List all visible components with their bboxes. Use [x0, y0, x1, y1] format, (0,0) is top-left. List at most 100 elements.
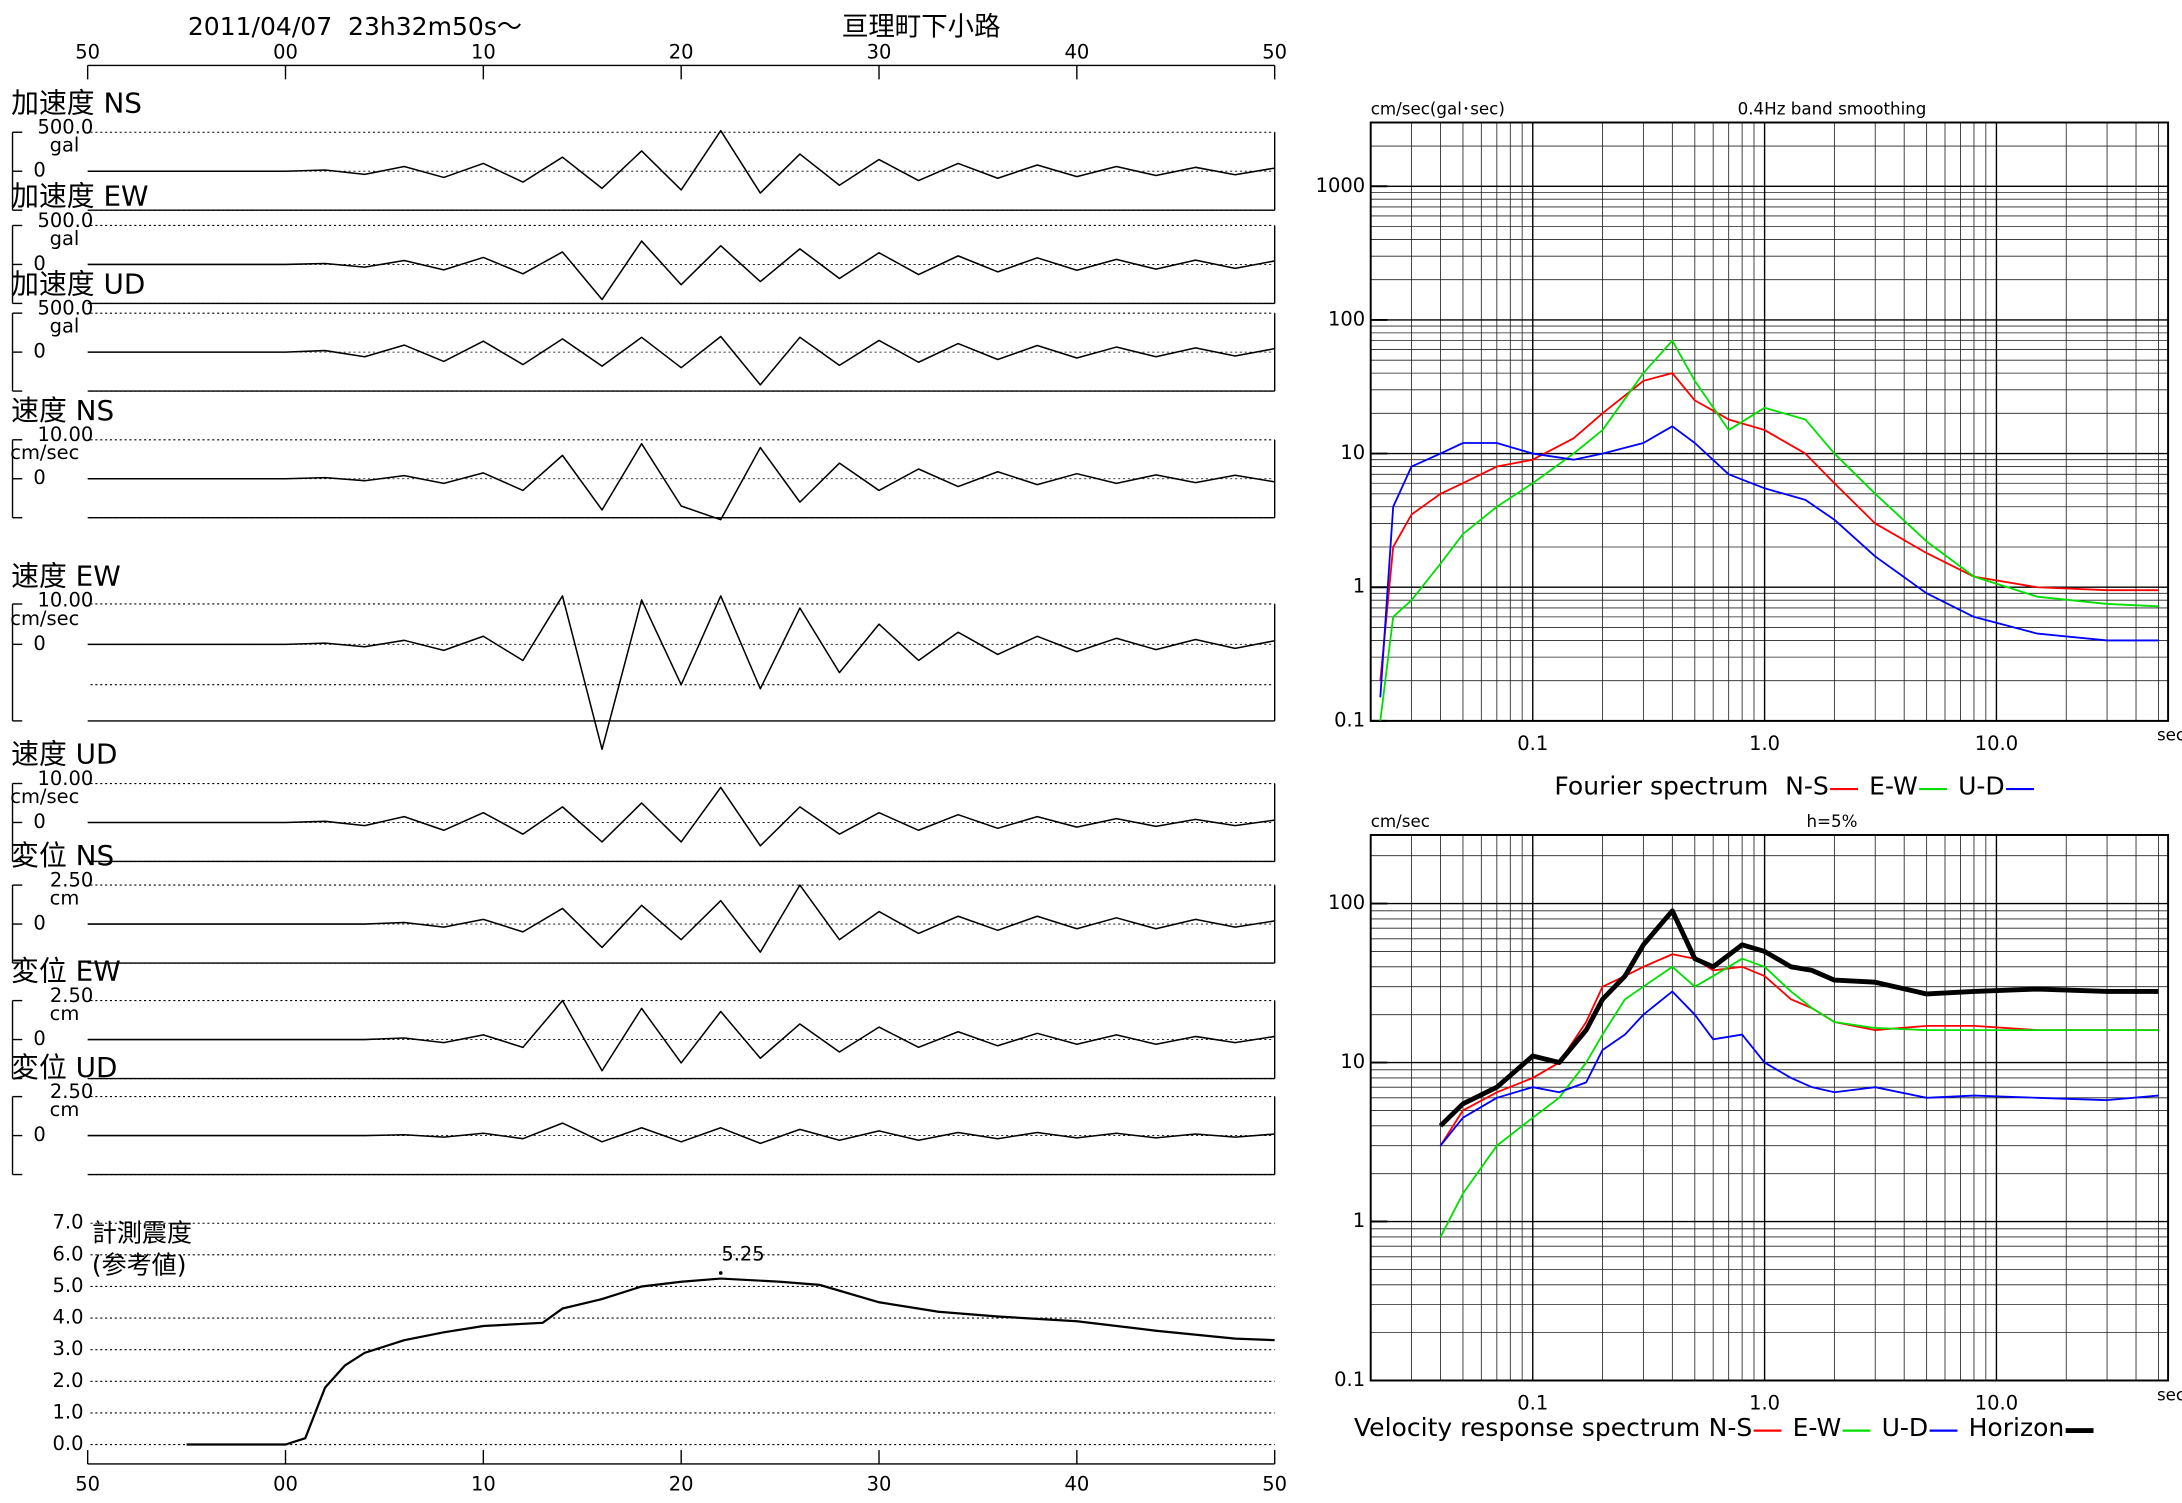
panel-name: 速度 UD	[11, 738, 117, 771]
y-tick-label: 100	[1328, 307, 1365, 330]
y-tick-label: 1	[1353, 575, 1365, 598]
y-tick-label: 2.50	[50, 1080, 93, 1103]
plot-frame	[1369, 834, 2170, 1382]
legend-caption: Fourier spectrum	[1554, 772, 1768, 801]
y-tick-label: 500.0	[37, 209, 93, 232]
y-tick-label: 2.50	[50, 984, 93, 1007]
waveform	[87, 442, 1275, 521]
unit-label: cm	[50, 1002, 80, 1025]
x-tick-label: 30	[867, 40, 892, 63]
waveform	[87, 129, 1275, 194]
y-tick-label: 0	[33, 912, 45, 935]
y-tick-label: 0	[33, 1123, 45, 1146]
y-tick-label: 5.0	[53, 1274, 84, 1297]
chart-subtitle: h=5%	[1806, 812, 1857, 831]
panel-name: 変位 EW	[11, 955, 121, 988]
legend-caption: Velocity response spectrum	[1354, 1413, 1700, 1442]
spectrum-line	[1439, 990, 2159, 1147]
panel-name: 速度 EW	[11, 560, 121, 593]
waveform	[87, 335, 1275, 386]
x-tick-label: 10.0	[1975, 732, 2018, 755]
y-tick-label: 0	[33, 340, 45, 363]
x-tick-label: 00	[273, 40, 298, 63]
y-tick-label: 0	[33, 159, 45, 182]
x-tick-label: 40	[1064, 40, 1089, 63]
y-tick-label: 0.1	[1334, 1368, 1365, 1391]
x-tick-label: 50	[75, 1472, 100, 1495]
x-tick-label: 10	[471, 1472, 496, 1495]
spectrum-line	[1379, 339, 2159, 721]
y-axis-label: cm/sec	[1371, 812, 1430, 831]
waveform	[87, 240, 1275, 301]
x-tick-label: 1.0	[1749, 732, 1780, 755]
plot-frame	[1369, 121, 2170, 722]
x-tick-label: 50	[75, 40, 100, 63]
y-tick-label: 0	[33, 252, 45, 275]
y-tick-label: 1	[1353, 1209, 1365, 1232]
y-tick-label: 0	[33, 810, 45, 833]
x-tick-label: 50	[1262, 1472, 1287, 1495]
chart-title: 2011/04/07 23h32m50s〜	[188, 12, 522, 41]
unit-label: gal	[50, 134, 80, 157]
x-tick-label: 10	[471, 40, 496, 63]
y-tick-label: 4.0	[53, 1306, 84, 1329]
y-tick-label: 1000	[1316, 174, 1366, 197]
y-tick-label: 0	[33, 632, 45, 655]
spectrum-line	[1379, 372, 2159, 681]
panel-name: 加速度 EW	[11, 180, 148, 213]
chart-subtitle: 0.4Hz band smoothing	[1738, 99, 1927, 118]
waveform	[87, 1122, 1275, 1145]
unit-label: gal	[50, 315, 80, 338]
waveform	[87, 786, 1275, 847]
x-tick-label: 20	[669, 40, 694, 63]
y-tick-label: 1.0	[53, 1400, 84, 1423]
peak-label: 5.25	[721, 1242, 764, 1265]
panel-name: 変位 UD	[11, 1051, 117, 1084]
y-tick-label: 0.1	[1334, 708, 1365, 731]
y-tick-label: 10.00	[37, 767, 93, 790]
legend-label: U-D	[1958, 772, 2005, 801]
legend-label: Horizon	[1969, 1413, 2065, 1442]
y-tick-label: 0	[33, 1027, 45, 1050]
y-tick-label: 10.00	[37, 589, 93, 612]
y-tick-label: 0.0	[53, 1432, 84, 1455]
y-tick-label: 10	[1340, 441, 1365, 464]
unit-label: cm	[50, 1098, 80, 1121]
legend-label: E-W	[1869, 772, 1918, 801]
unit-label: gal	[50, 227, 80, 250]
legend-label: N-S	[1785, 772, 1829, 801]
y-tick-label: 500.0	[37, 296, 93, 319]
waveform	[87, 999, 1275, 1072]
spectrum-line	[1438, 908, 2159, 1128]
x-tick-label: 00	[273, 1472, 298, 1495]
station-name: 亘理町下小路	[842, 11, 1001, 42]
x-tick-label: 10.0	[1975, 1392, 2018, 1415]
y-tick-label: 10	[1340, 1050, 1365, 1073]
x-tick-label: 20	[669, 1472, 694, 1495]
x-tick-label: 0.1	[1517, 732, 1548, 755]
unit-label: cm/sec	[10, 785, 79, 808]
x-tick-label: 50	[1262, 40, 1287, 63]
spectrum-line	[1379, 425, 2159, 698]
x-tick-label: 30	[867, 1472, 892, 1495]
x-tick-label: 40	[1064, 1472, 1089, 1495]
waveform	[87, 884, 1275, 953]
intensity-line	[186, 1277, 1275, 1446]
panel-name: 変位 NS	[11, 839, 114, 872]
panel-name: 加速度 NS	[11, 86, 142, 119]
x-axis-label: sec	[2157, 1385, 2182, 1404]
unit-label: cm	[50, 887, 80, 910]
y-tick-label: 3.0	[53, 1337, 84, 1360]
x-tick-label: 1.0	[1749, 1392, 1780, 1415]
y-tick-label: 2.0	[53, 1369, 84, 1392]
y-tick-label: 2.50	[50, 868, 93, 891]
x-tick-label: 0.1	[1517, 1392, 1548, 1415]
x-axis-label: sec	[2157, 726, 2182, 745]
spectrum-line	[1439, 953, 2159, 1147]
peak-dot	[718, 1271, 723, 1275]
y-tick-label: 0	[33, 466, 45, 489]
y-axis-label: cm/sec(gal･sec)	[1371, 99, 1505, 118]
y-tick-label: 7.0	[53, 1211, 84, 1234]
y-tick-label: 6.0	[53, 1242, 84, 1265]
